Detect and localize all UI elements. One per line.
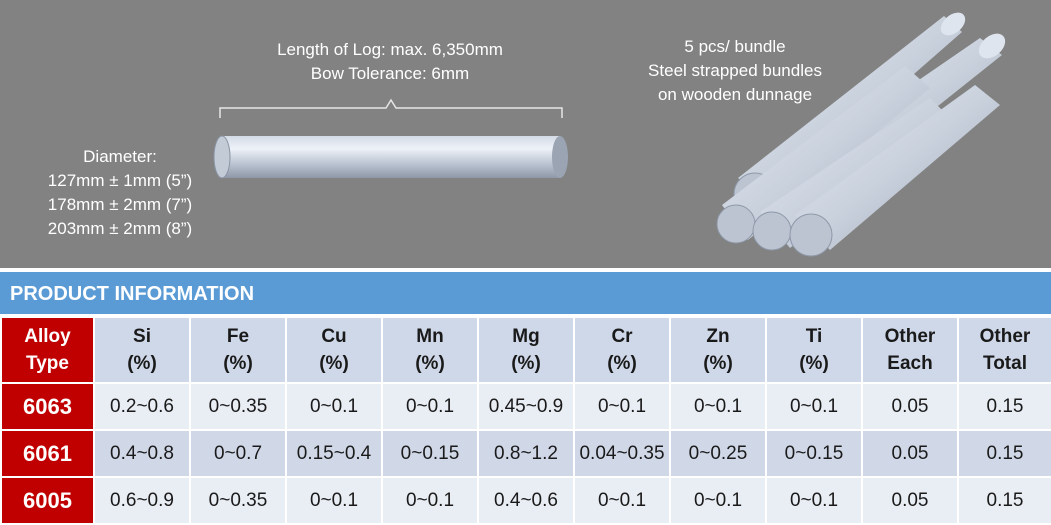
mg-cell: 0.4~0.6 (477, 476, 575, 525)
si-cell: 0.6~0.9 (93, 476, 191, 525)
diameter-line-3: 203mm ± 2mm (8”) (47, 219, 193, 238)
mn-cell: 0~0.1 (381, 382, 479, 431)
bundle-line-2: Steel strapped bundles (648, 61, 822, 80)
bundle-line-1: 5 pcs/ bundle (684, 37, 786, 56)
fe-cell: 0~0.35 (189, 382, 287, 431)
diameter-line-1: 127mm ± 1mm (5”) (47, 171, 193, 190)
ti-cell: 0~0.1 (765, 476, 863, 525)
rod-bundle (716, 12, 1006, 257)
si-cell: 0.2~0.6 (93, 382, 191, 431)
header-mg: Mg (%) (477, 316, 575, 384)
zn-cell: 0~0.25 (669, 429, 767, 478)
billet-illustration (213, 12, 1006, 257)
header-cr: Cr (%) (573, 316, 671, 384)
other-each-cell: 0.05 (861, 429, 959, 478)
other-each-cell: 0.05 (861, 476, 959, 525)
fe-cell: 0~0.35 (189, 476, 287, 525)
log-length-line: Length of Log: max. 6,350mm (277, 40, 503, 59)
header-ti: Ti (%) (765, 316, 863, 384)
alloy-composition-table: Alloy Type Si (%) Fe (%) Cu (%) Mn (%) Mg (%) … (0, 316, 1051, 525)
diameter-line-2: 178mm ± 2mm (7”) (47, 195, 193, 214)
ti-cell: 0~0.15 (765, 429, 863, 478)
table-row: 6063 0.2~0.6 0~0.35 0~0.1 0~0.1 0.45~0.9… (0, 382, 1051, 431)
log-length-note: Length of Log: max. 6,350mm Bow Toleranc… (230, 38, 550, 86)
alloy-cell: 6061 (0, 429, 95, 478)
zn-cell: 0~0.1 (669, 382, 767, 431)
header-other-total: Other Total (957, 316, 1051, 384)
cr-cell: 0~0.1 (573, 476, 671, 525)
bow-tolerance-line: Bow Tolerance: 6mm (310, 64, 470, 83)
header-fe: Fe (%) (189, 316, 287, 384)
bundle-line-3: on wooden dunnage (657, 85, 813, 104)
header-other-each: Other Each (861, 316, 959, 384)
mn-cell: 0~0.1 (381, 476, 479, 525)
mg-cell: 0.8~1.2 (477, 429, 575, 478)
diameter-note: Diameter: 127mm ± 1mm (5”) 178mm ± 2mm (… (0, 145, 240, 241)
divider (0, 268, 1051, 272)
cr-cell: 0~0.1 (573, 382, 671, 431)
table-header-row: Alloy Type Si (%) Fe (%) Cu (%) Mn (%) Mg (%) … (0, 316, 1051, 384)
fe-cell: 0~0.7 (189, 429, 287, 478)
cu-cell: 0~0.1 (285, 476, 383, 525)
header-mn: Mn (%) (381, 316, 479, 384)
cu-cell: 0.15~0.4 (285, 429, 383, 478)
length-bracket (219, 98, 563, 118)
bundle-note: 5 pcs/ bundle Steel strapped bundles on … (610, 35, 860, 107)
header-si: Si (%) (93, 316, 191, 384)
zn-cell: 0~0.1 (669, 476, 767, 525)
other-total-cell: 0.15 (957, 476, 1051, 525)
cu-cell: 0~0.1 (285, 382, 383, 431)
alloy-cell: 6005 (0, 476, 95, 525)
single-log (213, 135, 568, 179)
header-cu: Cu (%) (285, 316, 383, 384)
alloy-cell: 6063 (0, 382, 95, 431)
si-cell: 0.4~0.8 (93, 429, 191, 478)
header-alloy-type: Alloy Type (0, 316, 95, 384)
diameter-heading: Diameter: (83, 147, 157, 166)
mn-cell: 0~0.15 (381, 429, 479, 478)
header-zn: Zn (%) (669, 316, 767, 384)
other-total-cell: 0.15 (957, 429, 1051, 478)
section-title: PRODUCT INFORMATION (10, 283, 255, 305)
other-total-cell: 0.15 (957, 382, 1051, 431)
table-row: 6061 0.4~0.8 0~0.7 0.15~0.4 0~0.15 0.8~1… (0, 429, 1051, 478)
cr-cell: 0.04~0.35 (573, 429, 671, 478)
table-row: 6005 0.6~0.9 0~0.35 0~0.1 0~0.1 0.4~0.6 … (0, 476, 1051, 525)
mg-cell: 0.45~0.9 (477, 382, 575, 431)
ti-cell: 0~0.1 (765, 382, 863, 431)
other-each-cell: 0.05 (861, 382, 959, 431)
section-bar: PRODUCT INFORMATION (0, 272, 1051, 314)
product-banner: Length of Log: max. 6,350mm Bow Toleranc… (0, 0, 1051, 268)
